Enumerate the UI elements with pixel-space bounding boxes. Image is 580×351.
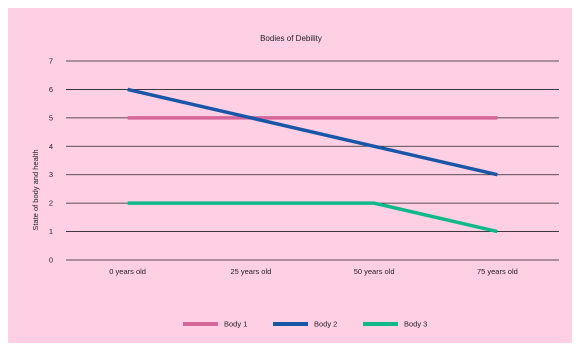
y-tick-label: 3 [49,170,53,179]
x-tick-label: 25 years old [230,267,271,276]
y-tick-labels: 0 1 2 3 4 5 6 7 [49,57,53,265]
series-line-3 [127,201,498,234]
x-tick-label: 50 years old [354,267,395,276]
y-tick-label: 1 [49,227,53,236]
legend-label: Body 2 [314,320,337,329]
legend-label: Body 1 [224,320,247,329]
y-tick-label: 0 [49,256,53,265]
series-lines [127,87,498,234]
series-line-2 [127,87,498,177]
chart-background [8,8,572,343]
legend-label: Body 3 [404,320,427,329]
x-tick-label: 0 years old [109,267,146,276]
y-tick-label: 2 [49,199,53,208]
y-tick-label: 7 [49,57,53,66]
y-axis-label: State of body and health [31,149,40,230]
x-tick-labels: 0 years old 25 years old 50 years old 75 ye… [109,267,518,276]
y-tick-label: 6 [49,85,53,94]
legend: Body 1 Body 2 Body 3 [183,320,427,329]
y-tick-label: 4 [49,142,53,151]
chart-title: Bodies of Debility [260,34,322,43]
y-tick-label: 5 [49,113,53,122]
x-tick-label: 75 years old [477,267,518,276]
